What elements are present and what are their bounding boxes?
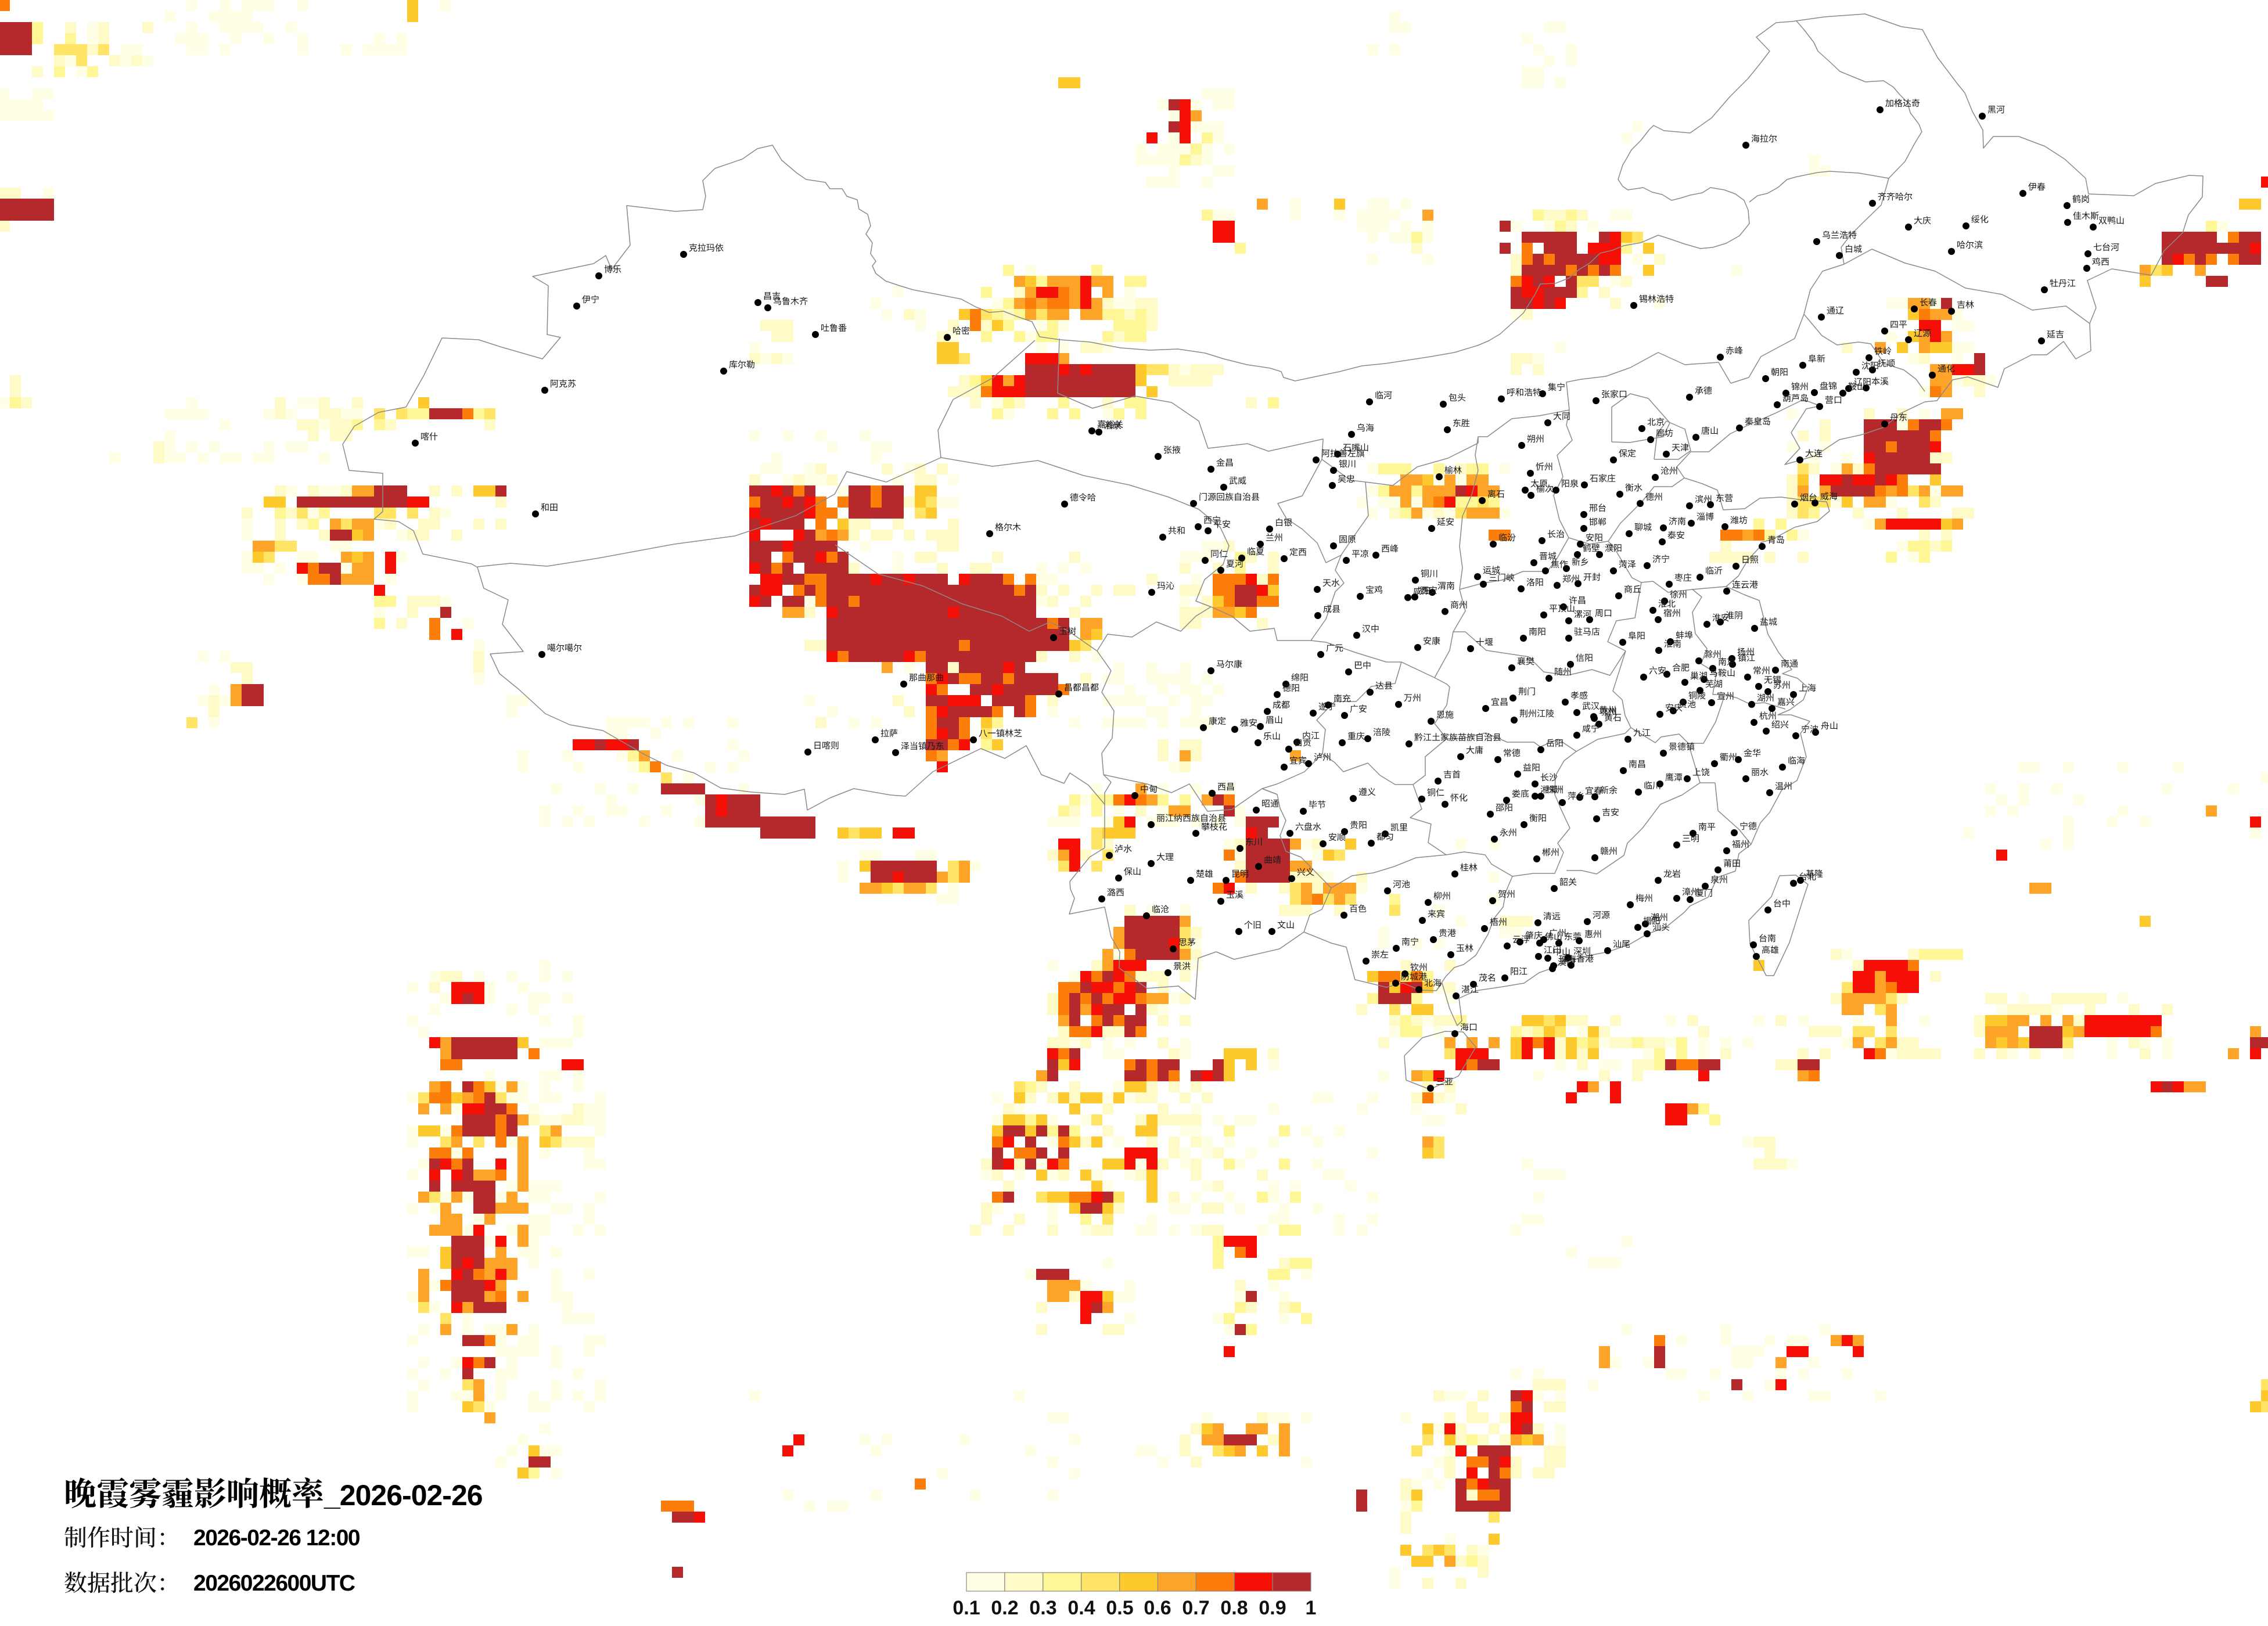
svg-text:_2026-02-26: _2026-02-26	[324, 1479, 483, 1512]
svg-text:1: 1	[1306, 1597, 1317, 1619]
svg-text:2026-02-26 12:00: 2026-02-26 12:00	[193, 1526, 360, 1551]
svg-text:0.9: 0.9	[1259, 1597, 1286, 1619]
svg-text:2026022600UTC: 2026022600UTC	[193, 1571, 355, 1596]
svg-text:0.7: 0.7	[1182, 1597, 1209, 1619]
svg-text:0.6: 0.6	[1144, 1597, 1171, 1619]
svg-text:0.3: 0.3	[1029, 1597, 1056, 1619]
svg-text:0.8: 0.8	[1220, 1597, 1248, 1619]
svg-text:0.4: 0.4	[1067, 1597, 1095, 1619]
svg-text:0.2: 0.2	[991, 1597, 1018, 1619]
svg-text:0.5: 0.5	[1106, 1597, 1133, 1619]
svg-text:0.1: 0.1	[953, 1597, 980, 1619]
